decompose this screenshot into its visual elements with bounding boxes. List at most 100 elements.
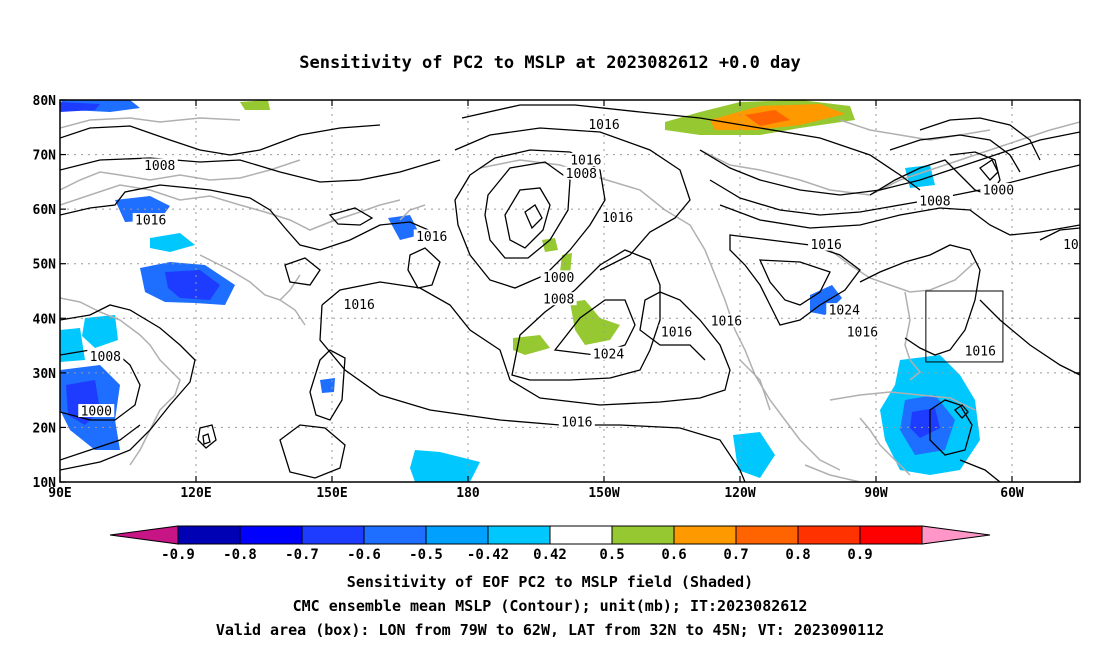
shade-positive <box>570 300 620 345</box>
contour-label: 1008 <box>919 194 950 209</box>
shade-positive <box>240 100 270 110</box>
shade-negative <box>410 450 480 482</box>
shade-positive <box>513 335 550 355</box>
contour-label-bg <box>540 292 577 306</box>
contour-label-bg <box>141 158 178 172</box>
contour-label-bg <box>658 324 695 338</box>
contour-label-bg <box>708 314 745 328</box>
map-panel: 1016 1016 1008 1008 1016 1016 1016 1016 1000 1008… <box>60 100 1080 482</box>
contour-label-bg <box>132 213 169 227</box>
colorbar-cell <box>673 525 737 545</box>
coastlines <box>60 117 1080 482</box>
contour-label-bg <box>916 193 953 207</box>
contour-label-bg <box>826 303 863 317</box>
contour-label: 1024 <box>829 304 860 319</box>
lat-tick-label: 80N <box>33 94 57 109</box>
contour-label: 1016 <box>847 325 878 340</box>
contour-label: 1008 <box>144 159 175 174</box>
lat-tick-label: 50N <box>33 258 57 273</box>
contour-label: 1008 <box>90 350 121 365</box>
colorbar-cell <box>425 525 489 545</box>
colorbar-label: -0.8 <box>223 547 257 563</box>
valid-area-box <box>925 290 1004 363</box>
colorbar-label: 0.8 <box>785 547 810 563</box>
caption-contour: CMC ensemble mean MSLP (Contour); unit(m… <box>292 597 808 615</box>
contour-label: 10 <box>1063 238 1079 253</box>
lon-tick-label: 180 <box>456 486 480 501</box>
colorbar-cell <box>363 525 427 545</box>
colorbar-label: 0.9 <box>847 547 872 563</box>
shade-negative <box>810 285 842 315</box>
contour-label: 1016 <box>602 211 633 226</box>
contour-label-bg <box>1060 237 1080 251</box>
colorbar-cell <box>549 525 613 545</box>
contour-label: 1016 <box>711 315 742 330</box>
contour-label-bg <box>341 297 378 311</box>
contour-label: 1000 <box>543 271 574 286</box>
colorbar-triangle-high <box>921 525 991 545</box>
colorbar-label: -0.6 <box>347 547 381 563</box>
contour-label: 1016 <box>344 298 375 313</box>
contour-label: 1016 <box>661 325 692 340</box>
contour-label: 1024 <box>593 347 624 362</box>
shade-positive <box>745 110 790 126</box>
contour-label-bg <box>586 117 622 131</box>
sensitivity-shading <box>60 100 980 482</box>
colorbar-label: 0.6 <box>661 547 686 563</box>
shade-negative <box>60 102 100 112</box>
lon-tick-label: 60W <box>1000 486 1024 501</box>
contour-label: 1000 <box>81 405 112 420</box>
lon-tick-label: 90E <box>48 486 71 501</box>
contour-label: 1000 <box>983 184 1014 199</box>
contour-label-bg <box>87 349 124 363</box>
colorbar-label: -0.42 <box>467 547 509 563</box>
contour-label: 1016 <box>965 345 996 360</box>
colorbar-cell <box>611 525 675 545</box>
colorbar-label: -0.7 <box>285 547 319 563</box>
contour-label-bg <box>413 229 450 243</box>
contour-label-bg <box>540 270 577 284</box>
colorbar-label: 0.7 <box>723 547 748 563</box>
lat-tick-label: 10N <box>33 476 57 491</box>
shade-negative <box>320 378 335 393</box>
contour-label-bg <box>980 183 1017 197</box>
lat-tick-label: 20N <box>33 421 57 436</box>
contour-label: 1008 <box>543 293 574 308</box>
lon-tick-label: 120E <box>180 486 211 501</box>
lat-tick-label: 40N <box>33 312 57 327</box>
contour-label-bg <box>78 404 115 418</box>
contour-label-bg <box>844 324 881 338</box>
colorbar-labels: -0.9 -0.8 -0.7 -0.6 -0.5 -0.42 0.42 0.5 0.6 0.7 0.… <box>161 547 873 563</box>
shade-negative <box>82 315 118 348</box>
colorbar-cell <box>301 525 365 545</box>
contour-label-bg <box>962 344 999 358</box>
contour-label: 1016 <box>588 118 619 133</box>
colorbar-cell <box>859 525 923 545</box>
colorbar-triangle-low <box>109 525 179 545</box>
lat-tick-label: 30N <box>33 367 57 382</box>
lon-tick-label: 150W <box>588 486 619 501</box>
colorbar-label: 0.42 <box>533 547 567 563</box>
contour-labels: 1016 1016 1008 1008 1016 1016 1016 1016 1000 1008… <box>78 117 1080 430</box>
contour-label-bg <box>567 153 604 167</box>
colorbar <box>109 525 991 545</box>
caption-valid-area: Valid area (box): LON from 79W to 62W, L… <box>215 621 885 639</box>
shade-positive <box>542 238 558 252</box>
colorbar-label: -0.9 <box>161 547 195 563</box>
lat-tick-label: 60N <box>33 203 57 218</box>
colorbar-cell <box>797 525 861 545</box>
lon-tick-label: 90W <box>864 486 888 501</box>
contour-label-bg <box>808 237 845 251</box>
contour-label-bg <box>599 210 636 224</box>
shade-negative <box>165 270 220 300</box>
shade-negative <box>910 408 940 438</box>
contour-label: 1016 <box>810 238 841 253</box>
lon-tick-label: 150E <box>316 486 347 501</box>
shade-negative <box>388 215 420 240</box>
lon-tick-label: 120W <box>724 486 755 501</box>
lat-axis: 80N 70N 60N 50N 40N 30N 20N 10N <box>33 94 1080 491</box>
contour-label-bg <box>563 166 600 180</box>
shade-negative <box>150 233 195 252</box>
lon-axis: 90E 120E 150E 180 150W 120W 90W 60W <box>48 100 1024 501</box>
